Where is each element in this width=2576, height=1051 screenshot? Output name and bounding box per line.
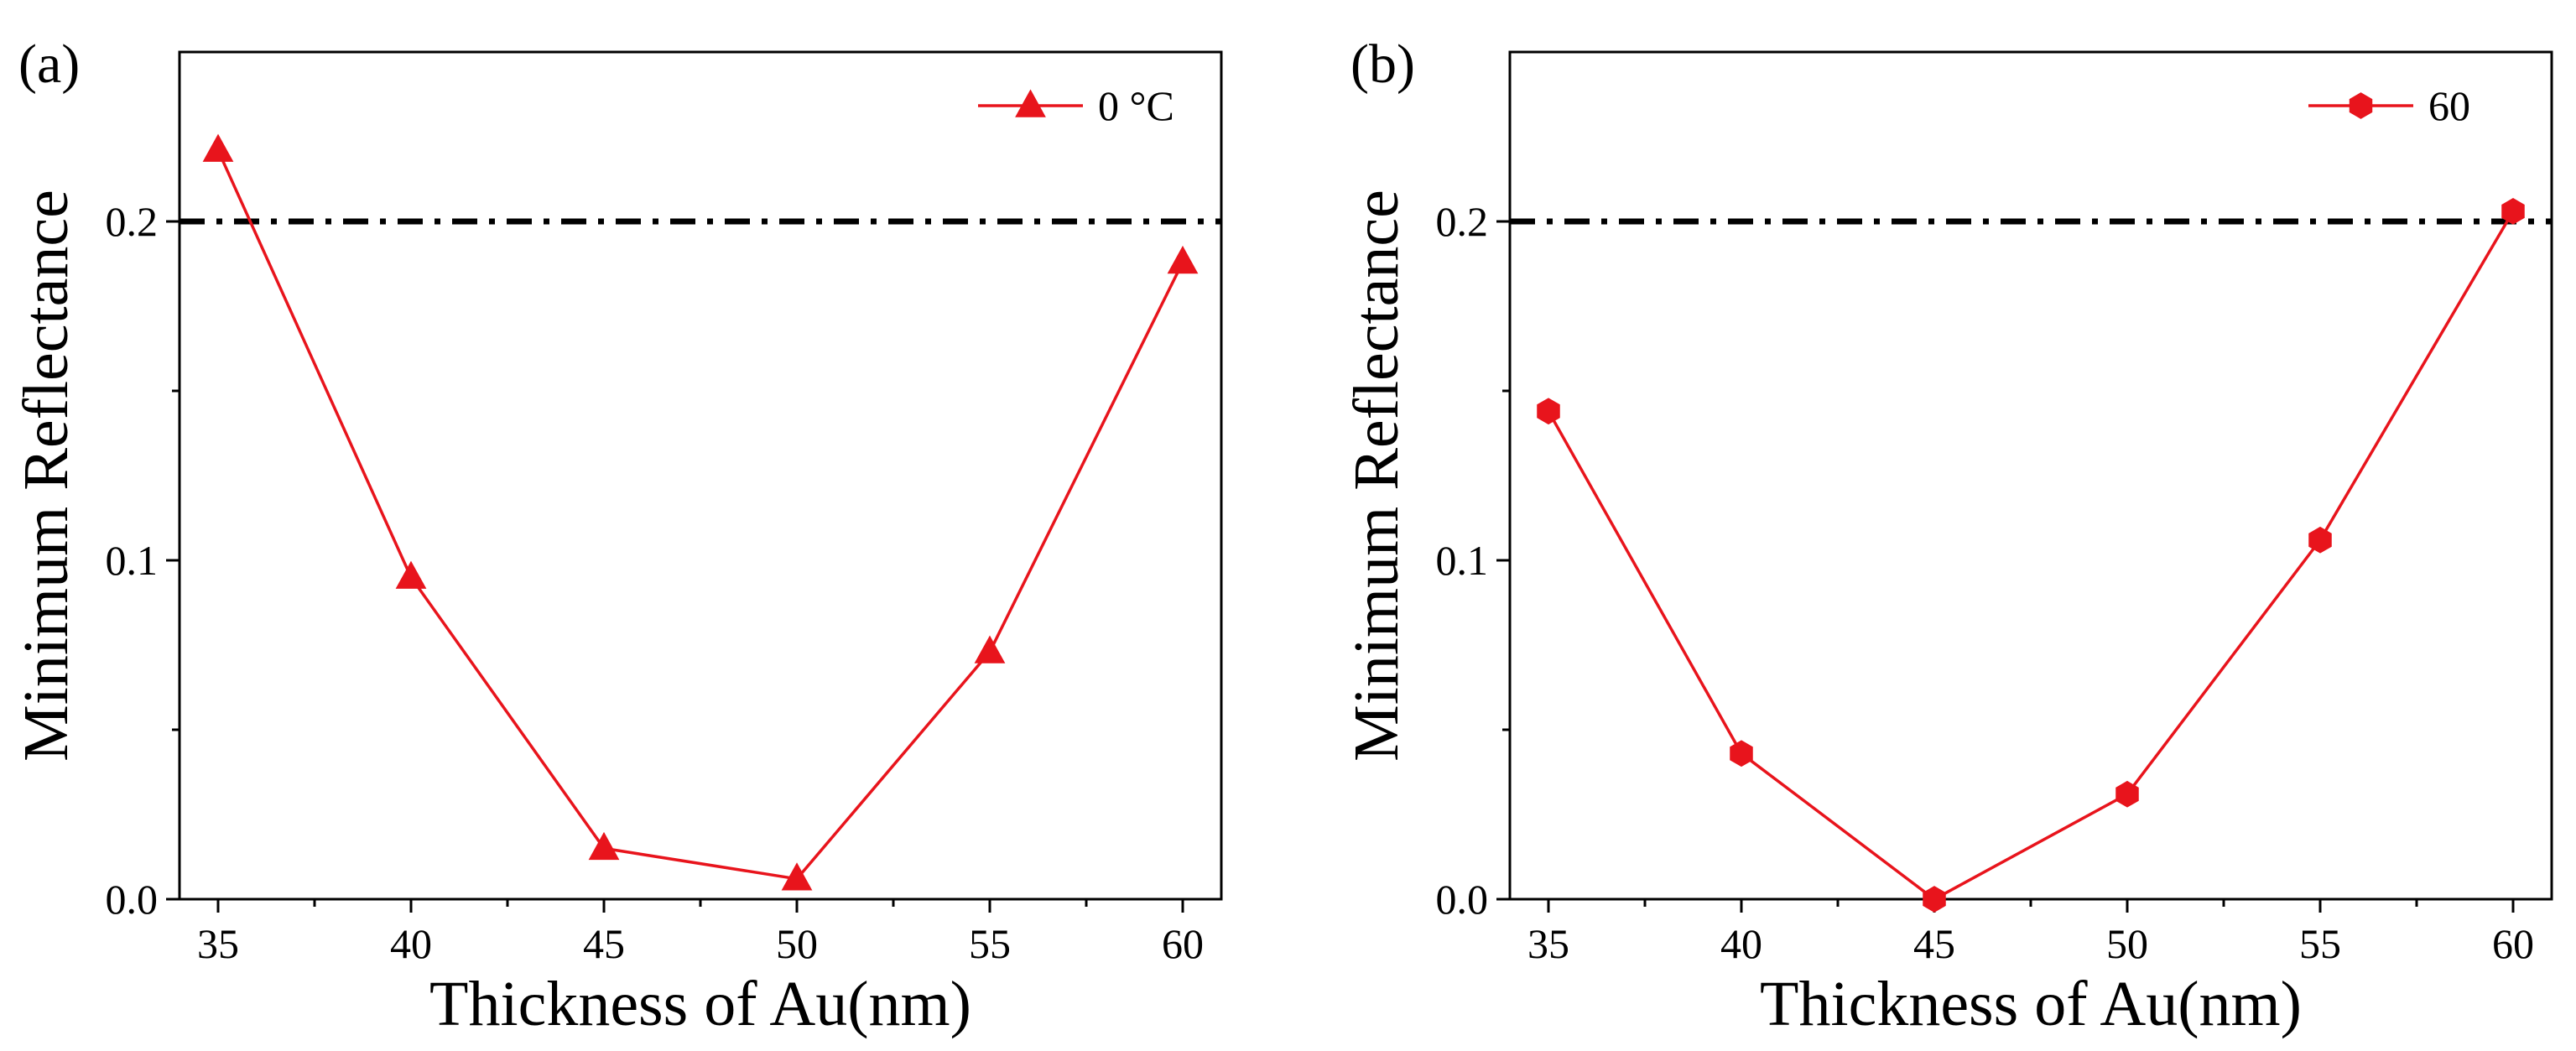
y-axis-label: Minimum Reflectance: [11, 190, 81, 762]
data-point: [781, 862, 813, 891]
x-tick-label: 60: [1162, 920, 1204, 967]
plot-frame: [178, 50, 1223, 901]
data-point: [395, 560, 427, 589]
data-point: [2308, 526, 2332, 554]
series-line: [1547, 211, 2515, 902]
y-tick-label: 0.1: [106, 537, 159, 584]
chart-panel-a: (a) 35 40 45 50 55 60 0.0 0.1 0.2 Thickness of Au(…: [11, 34, 1223, 1039]
x-tick-label: 45: [1913, 920, 1955, 967]
x-tick-label: 50: [776, 920, 818, 967]
x-tick-label: 45: [583, 920, 625, 967]
y-tick-label: 0.0: [106, 876, 159, 923]
y-tick-label: 0.2: [106, 198, 159, 245]
x-tick-label: 55: [2299, 920, 2341, 967]
legend-label: 0 °C: [1098, 82, 1174, 129]
data-point: [202, 133, 234, 162]
panel-label: (a): [18, 34, 80, 95]
data-point: [1167, 245, 1199, 274]
x-tick-label: 35: [197, 920, 239, 967]
legend-marker: [1015, 89, 1046, 117]
y-tick-label: 0.1: [1436, 537, 1489, 584]
data-point: [1537, 398, 1560, 425]
legend-marker: [2349, 92, 2373, 119]
data-point: [1923, 886, 1946, 913]
chart-panel-b: (b) 35 40 45 50 55 60 0.0 0.1 0.2 Thickness of Au(…: [1341, 34, 2553, 1039]
x-axis-label: Thickness of Au(nm): [1760, 969, 2302, 1039]
x-axis-label: Thickness of Au(nm): [429, 969, 971, 1039]
data-point: [2501, 198, 2525, 225]
data-point: [588, 831, 620, 861]
x-tick-label: 55: [969, 920, 1011, 967]
x-tick-label: 40: [390, 920, 432, 967]
y-tick-label: 0.0: [1436, 876, 1489, 923]
x-tick-label: 35: [1527, 920, 1569, 967]
x-tick-label: 50: [2106, 920, 2148, 967]
y-tick-label: 0.2: [1436, 198, 1489, 245]
y-axis-label: Minimum Reflectance: [1341, 190, 1412, 762]
data-point: [2115, 780, 2139, 808]
panel-label: (b): [1350, 34, 1415, 95]
legend-label: 60: [2428, 82, 2470, 129]
series-line: [216, 149, 1184, 881]
data-point: [974, 635, 1006, 663]
plot-frame: [1508, 50, 2553, 901]
x-tick-label: 60: [2492, 920, 2534, 967]
x-tick-label: 40: [1720, 920, 1762, 967]
data-point: [1730, 740, 1753, 767]
